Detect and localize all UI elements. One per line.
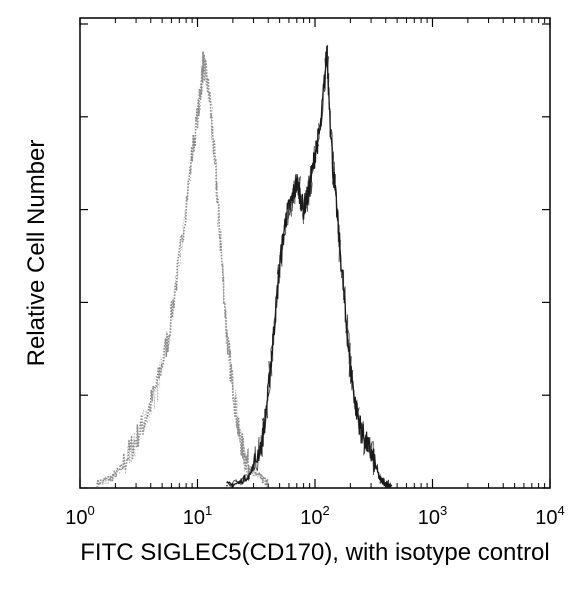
series-1-point bbox=[390, 484, 393, 487]
x-tick-label-exponent: 0 bbox=[88, 503, 95, 518]
series-1-point bbox=[237, 482, 240, 485]
series-0-point bbox=[155, 385, 158, 387]
series-1-point bbox=[249, 473, 252, 475]
series-0-point bbox=[190, 157, 193, 160]
series-1-point bbox=[284, 218, 287, 220]
series-0-point bbox=[131, 445, 134, 448]
series-0-point bbox=[267, 482, 269, 485]
x-tick-label-base: 10 bbox=[183, 507, 205, 529]
series-0-point bbox=[232, 385, 234, 387]
series-0-point bbox=[226, 334, 228, 336]
series-1-point bbox=[226, 484, 228, 487]
x-tick-label-base: 10 bbox=[65, 507, 87, 529]
x-tick-label-exponent: 1 bbox=[205, 503, 212, 518]
series-0-point bbox=[243, 454, 246, 457]
series-1-point bbox=[355, 408, 357, 410]
series-1-point bbox=[331, 162, 334, 164]
series-0-point bbox=[119, 468, 122, 471]
series-1-point bbox=[290, 199, 293, 202]
axis-ticks bbox=[79, 18, 551, 489]
series-0-point bbox=[249, 468, 252, 471]
series-1-point bbox=[343, 301, 346, 304]
series-0-point bbox=[220, 245, 222, 248]
x-tick-label-base: 10 bbox=[300, 507, 322, 529]
series-1-point bbox=[361, 431, 363, 434]
series-0 bbox=[96, 50, 269, 489]
series-1-point bbox=[296, 180, 299, 183]
series-0-point bbox=[96, 482, 98, 485]
series-0-point bbox=[261, 477, 263, 480]
series-0-point bbox=[214, 162, 216, 164]
series-0-point bbox=[179, 255, 181, 257]
x-tick-label-exponent: 2 bbox=[323, 503, 330, 518]
x-tick-label: 101 bbox=[183, 503, 212, 529]
series-0-point bbox=[143, 422, 145, 424]
series-0-point bbox=[202, 60, 205, 62]
series-1-point bbox=[349, 366, 352, 369]
series-0-point bbox=[237, 431, 240, 434]
x-tick-labels: 100 101 102 103 104 bbox=[65, 503, 564, 529]
x-tick-label: 100 bbox=[65, 503, 94, 529]
series-1-point bbox=[267, 394, 269, 397]
series-line-1 bbox=[226, 45, 392, 489]
series-0-point bbox=[255, 473, 258, 475]
x-tick-label-base: 10 bbox=[418, 507, 440, 529]
x-tick-label: 103 bbox=[418, 503, 447, 529]
series-0-point bbox=[167, 338, 169, 341]
x-axis-title: FITC SIGLEC5(CD170), with isotype contro… bbox=[80, 539, 550, 566]
series-1-point bbox=[372, 459, 375, 461]
series-1-point bbox=[337, 227, 340, 229]
x-tick-label-exponent: 3 bbox=[440, 503, 447, 518]
series-layer bbox=[96, 44, 393, 489]
series-1-point bbox=[314, 153, 316, 155]
series-1-point bbox=[261, 440, 263, 443]
x-tick-label: 104 bbox=[535, 503, 564, 529]
series-0-point bbox=[208, 92, 211, 95]
series-1-point bbox=[319, 125, 322, 127]
series-1-point bbox=[325, 51, 328, 53]
series-1-point bbox=[367, 445, 369, 448]
series-0-point bbox=[199, 97, 201, 100]
series-1-point bbox=[378, 477, 381, 480]
series-1-point bbox=[278, 264, 281, 267]
series-1-point bbox=[273, 329, 275, 332]
series-1-point bbox=[384, 482, 387, 485]
series-1-point bbox=[308, 190, 310, 192]
y-axis-title: Relative Cell Number bbox=[23, 140, 50, 367]
series-1 bbox=[226, 44, 393, 489]
x-tick-label: 102 bbox=[300, 503, 329, 529]
series-line-texture-0 bbox=[96, 50, 269, 489]
x-tick-label-base: 10 bbox=[535, 507, 557, 529]
series-line-0 bbox=[96, 51, 269, 488]
series-1-point bbox=[302, 208, 305, 211]
series-0-point bbox=[109, 477, 111, 480]
x-tick-label-exponent: 4 bbox=[558, 503, 565, 518]
